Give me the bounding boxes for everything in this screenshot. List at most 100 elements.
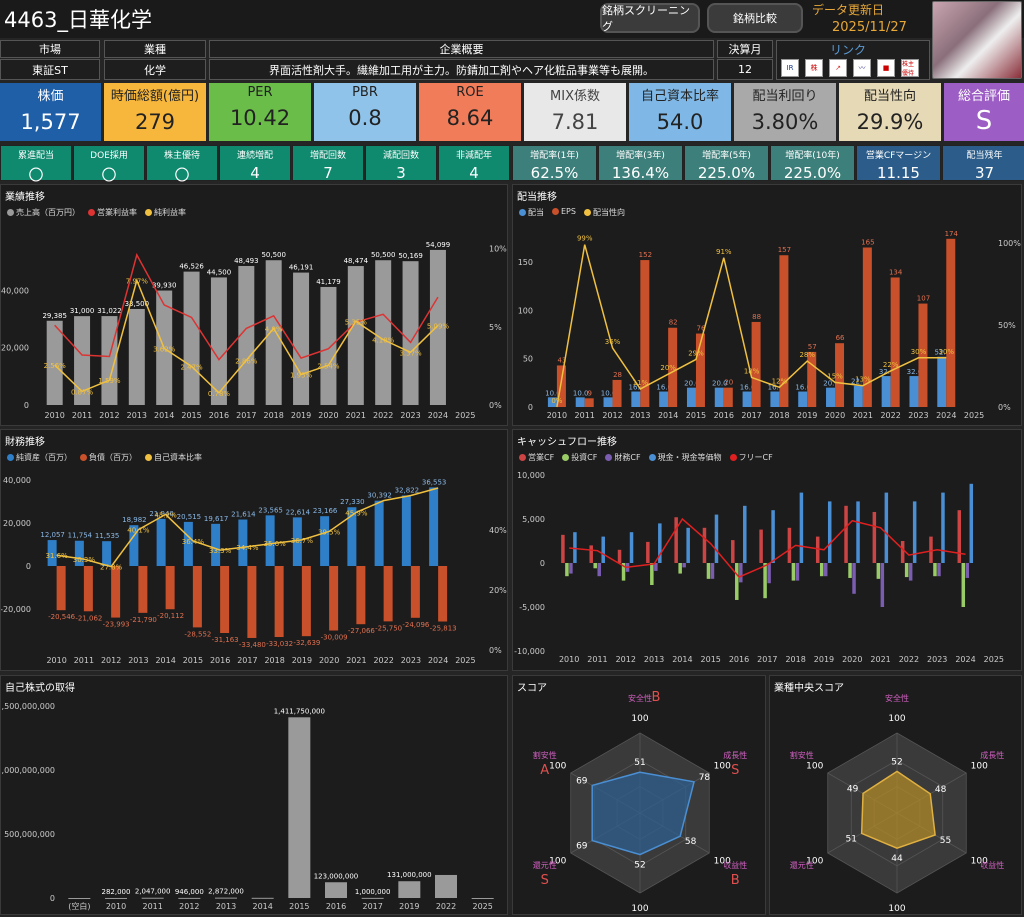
sales-bar	[347, 266, 364, 405]
eps-label: 9	[587, 389, 591, 397]
legend-cash: 現金・現金等価物	[648, 452, 722, 463]
stat-5: 減配回数 3	[365, 145, 437, 182]
kpi-2: PER 10.42	[209, 83, 311, 141]
kpi-label: PER	[247, 85, 273, 100]
eps-label: 82	[669, 319, 678, 327]
x-tick: 2021	[870, 655, 890, 664]
fin-panel: 財務推移 純資産（百万） 負債（百万） 自己資本比率 -20,000 0 20,00…	[0, 429, 508, 671]
equity-bar	[156, 518, 166, 566]
equity-bar	[429, 487, 439, 566]
x-tick: 2020	[825, 411, 845, 420]
score-panel: スコア 51 78 58 52 69 69 100 安全性 B 100 成長性 S 100 収益性 B 100…	[512, 675, 766, 915]
cf-bar-3	[856, 501, 860, 563]
kpi-value: 7.81	[551, 110, 599, 134]
cf-bar-0	[702, 527, 707, 563]
stat-4: 増配回数 7	[292, 145, 364, 182]
stat-value: 〇	[101, 166, 117, 184]
payout-label: 11%	[633, 379, 649, 387]
stock-link-icon[interactable]: 株	[805, 59, 823, 77]
x-tick: 2018	[264, 656, 284, 665]
y-tick: 150	[518, 258, 533, 267]
buyback-chart: 0 500,000,000 1,000,000,000 1,500,000,000 (空…	[1, 702, 494, 911]
x-tick: 2023	[401, 656, 421, 665]
overview-value: 界面活性剤大手。繊維加工用が主力。防錆加工剤やヘア化粧品事業等も展開。	[209, 59, 714, 80]
stat-value: 7	[323, 164, 333, 182]
payout-label: 12%	[772, 377, 788, 385]
stat-8: 増配率(3年) 136.4%	[598, 145, 683, 182]
y-tick: 5,000	[522, 515, 545, 524]
equity-bar	[47, 540, 57, 566]
cf-bar-3	[629, 532, 634, 563]
equity-ratio-line	[56, 487, 439, 568]
radar-value: 49	[847, 784, 859, 794]
fcf-line	[569, 517, 966, 578]
equity-ratio-label: 27.8%	[100, 564, 123, 572]
sales-label: 46,191	[289, 264, 314, 272]
x-tick: 2017	[237, 656, 257, 665]
radar-grade: A	[540, 763, 549, 778]
chart-link-icon[interactable]: ↗	[829, 59, 847, 77]
dividend-bar	[826, 387, 836, 407]
cf-bar-0	[929, 536, 933, 563]
compare-button[interactable]: 銘柄比較	[707, 3, 803, 33]
y2-tick: 20%	[489, 586, 507, 595]
radar-axis-label: 収益性	[980, 860, 1004, 870]
eps-bar	[723, 387, 733, 407]
liability-bar	[56, 566, 66, 611]
stat-label: 営業CFマージン	[865, 151, 932, 161]
sales-label: 54,099	[426, 241, 451, 249]
liability-label: -21,790	[130, 616, 157, 624]
fin-chart: -20,000 0 20,000 40,000 0% 20% 40% 2010 2011 2012…	[1, 476, 507, 665]
kpi-8: 配当性向 29.9%	[839, 83, 941, 141]
eps-bar	[751, 321, 761, 407]
equity-ratio-label: 45.2%	[155, 511, 178, 519]
sales-label: 44,500	[207, 268, 232, 276]
eps-bar	[946, 238, 956, 407]
x-tick: 2010	[46, 656, 66, 665]
x-tick: 2010	[45, 411, 65, 420]
x-tick: 2023	[908, 411, 928, 420]
cf-bar-2	[710, 563, 715, 579]
y2-tick: 100%	[998, 239, 1021, 248]
dividend-label: 32.0	[879, 368, 895, 376]
sales-bar	[429, 249, 446, 405]
equity-ratio-label: 35.6%	[264, 540, 287, 548]
news-link-icon[interactable]: ■	[877, 59, 895, 77]
stat-7: 増配率(1年) 62.5%	[512, 145, 597, 182]
cf-bar-3	[601, 536, 605, 563]
x-tick: 2015	[181, 411, 201, 420]
buyback-label: 2,872,000	[208, 888, 244, 896]
radar-max: 100	[888, 904, 905, 914]
industry-value: 化学	[104, 59, 206, 80]
yutai-link-icon[interactable]: 株主優待	[901, 59, 919, 77]
dividend-label: 10.0	[601, 389, 617, 397]
x-tick: 2021	[346, 656, 366, 665]
legend-eps: EPS	[552, 207, 576, 218]
screening-button[interactable]: 銘柄スクリーニング	[600, 3, 700, 33]
dividend-label: 22.0	[851, 378, 867, 386]
x-tick: 2024	[428, 656, 448, 665]
stat-value: 136.4%	[611, 164, 670, 182]
radar-axis-label: 成長性	[980, 750, 1004, 760]
trend-link-icon[interactable]: 〰	[853, 59, 871, 77]
dividend-label: 16.0	[768, 384, 784, 392]
x-tick: 2021	[346, 411, 366, 420]
sales-bar	[375, 260, 392, 405]
radar-axis-label: 還元性	[533, 860, 557, 870]
x-tick: 2023	[400, 411, 420, 420]
legend-equity: 純資産（百万）	[7, 452, 72, 463]
industry-panel: 業種中央スコア 52 48 55 44 51 49 100 安全性 100 成長性 100 収益性 10…	[769, 675, 1022, 915]
payout-line	[556, 244, 947, 408]
dividend-bar	[575, 397, 585, 407]
ir-link-icon[interactable]: IR	[781, 59, 799, 77]
cf-bar-0	[872, 511, 877, 563]
kpi-label: 自己資本比率	[640, 89, 719, 104]
cf-bar-1	[678, 563, 682, 574]
x-tick: 2020	[842, 655, 862, 664]
sales-bar	[128, 308, 145, 405]
x-tick: 2019	[291, 411, 311, 420]
sales-label: 39,930	[152, 282, 177, 290]
payout-label: 13%	[855, 376, 871, 384]
radar-max: 100	[971, 762, 988, 772]
radar-value: 44	[891, 854, 903, 864]
